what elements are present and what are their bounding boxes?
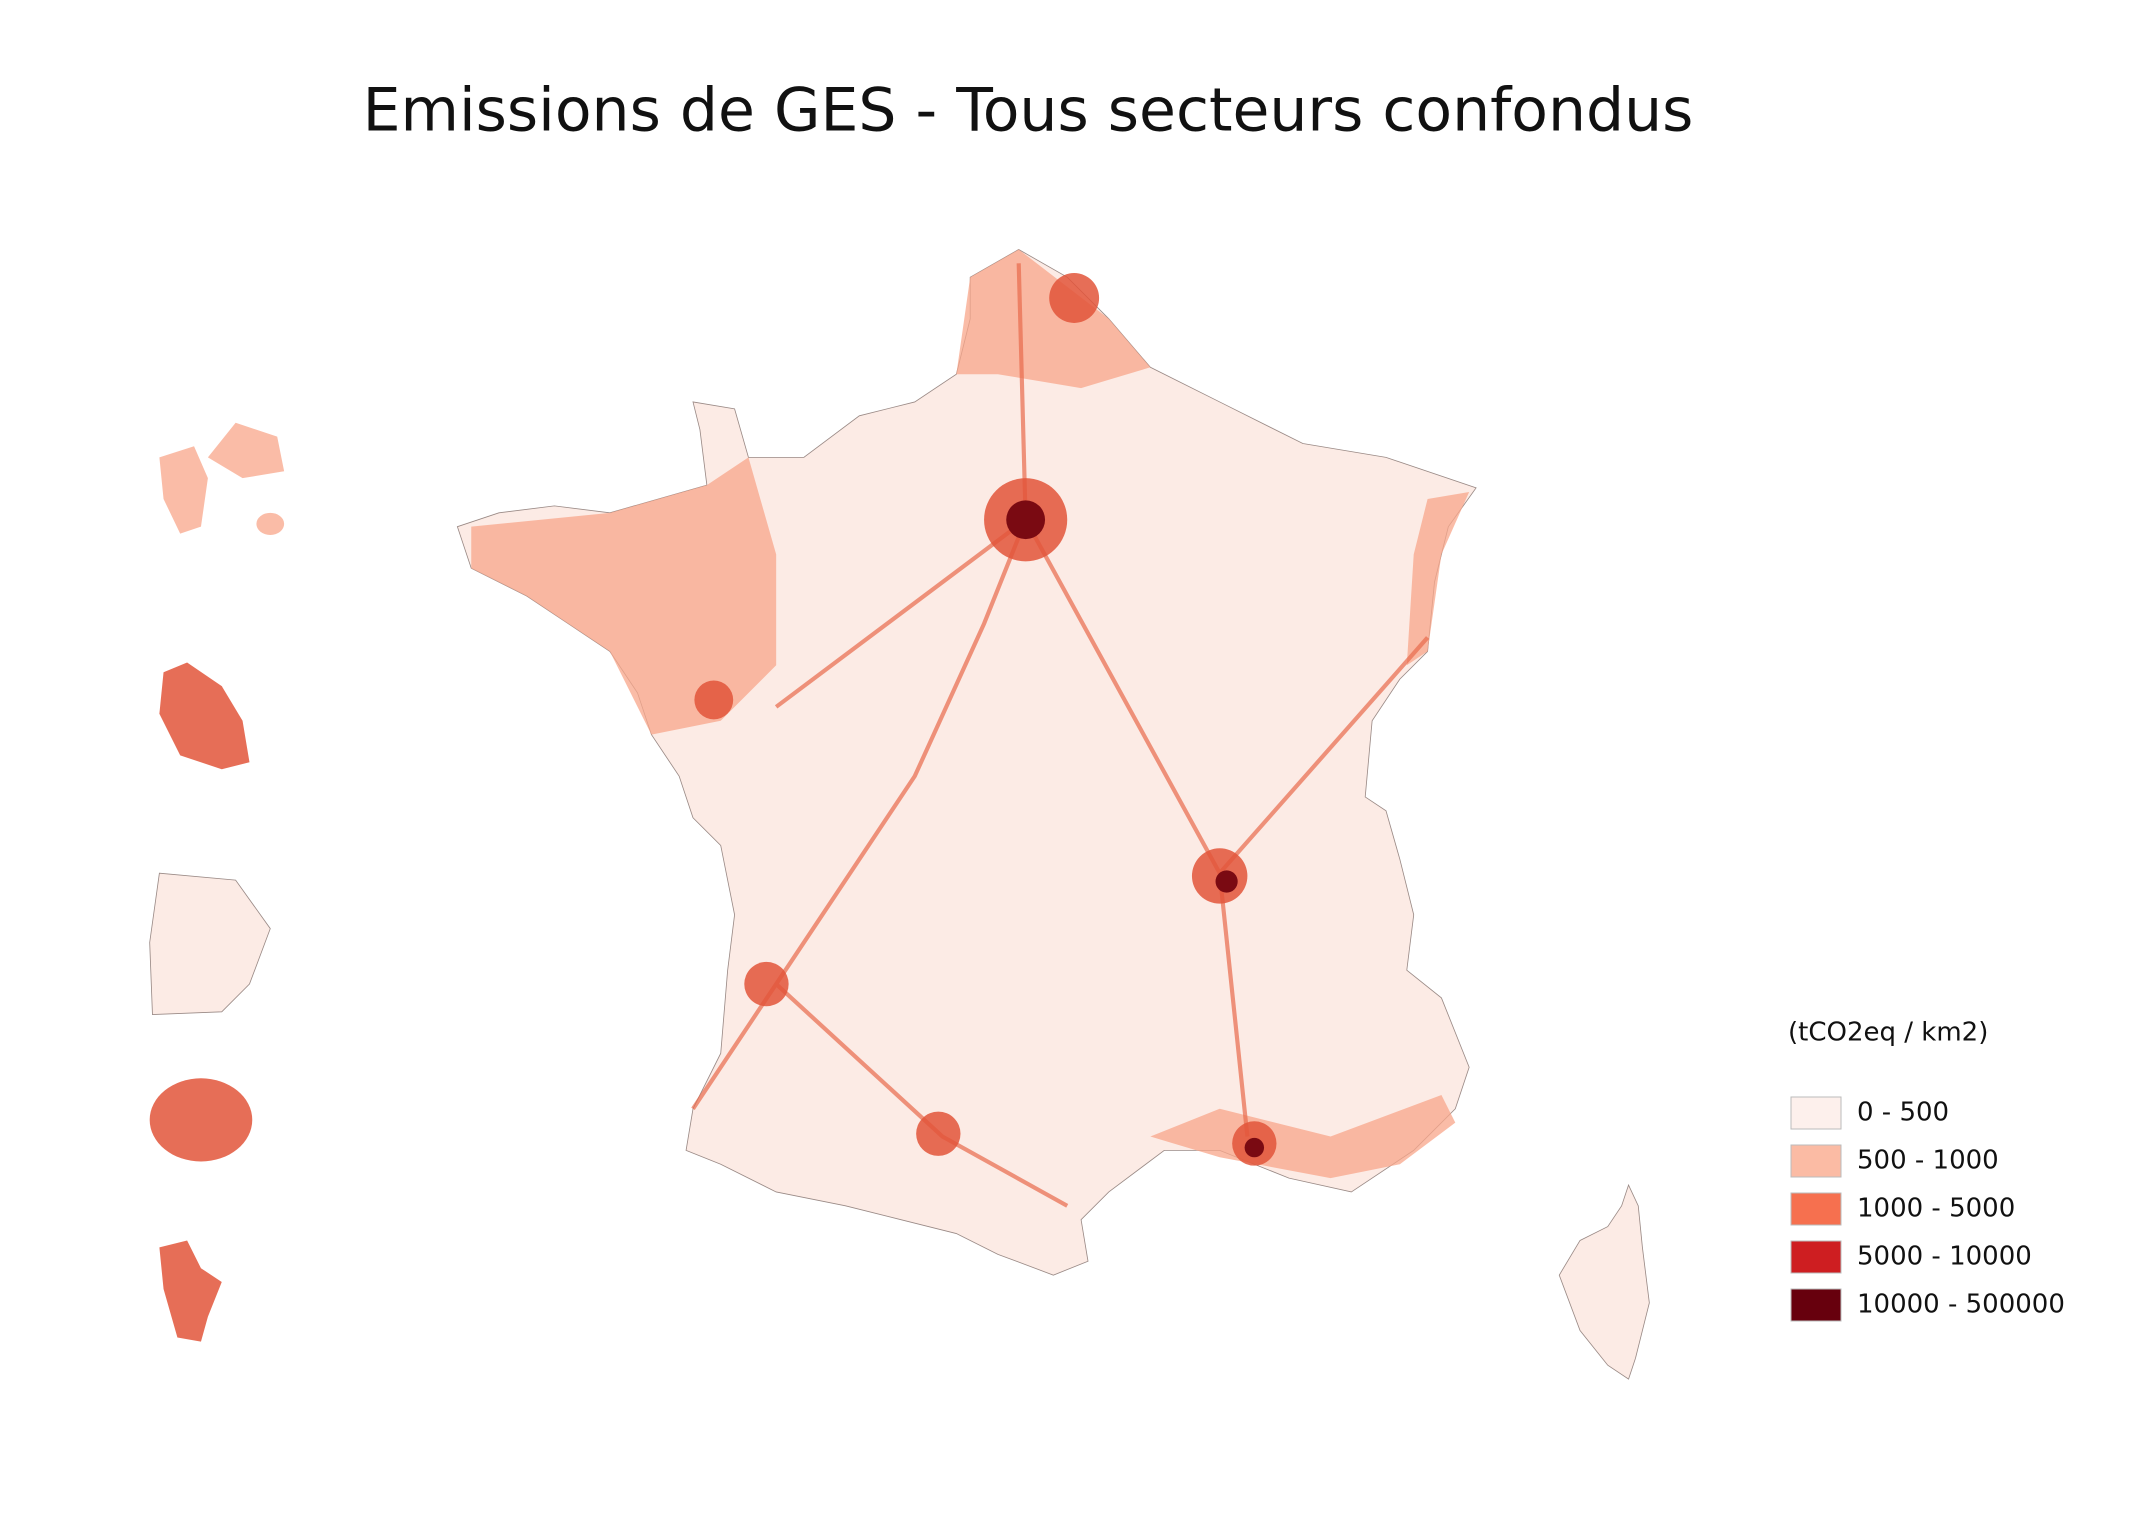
mayotte xyxy=(159,1240,222,1342)
alsace-region xyxy=(1406,492,1470,666)
lille-area xyxy=(1049,273,1100,323)
legend: (tCO2eq / km2) 0 - 500 500 - 1000 1000 - 5… xyxy=(1788,1018,2065,1322)
legend-swatch xyxy=(1790,1192,1842,1226)
lyon-core xyxy=(1215,870,1238,893)
west-region xyxy=(471,457,777,735)
legend-swatch xyxy=(1790,1096,1842,1130)
metropolitan-france xyxy=(456,249,1477,1276)
legend-label: 0 - 500 xyxy=(1857,1098,1949,1128)
nantes-area xyxy=(694,680,734,720)
reunion xyxy=(149,1078,253,1162)
marseille-core xyxy=(1244,1137,1265,1158)
legend-label: 5000 - 10000 xyxy=(1857,1242,2032,1272)
legend-swatch xyxy=(1790,1240,1842,1274)
legend-label: 500 - 1000 xyxy=(1857,1146,1999,1176)
legend-label: 1000 - 5000 xyxy=(1857,1194,2015,1224)
paris-core xyxy=(1006,500,1046,540)
map xyxy=(149,249,1650,1380)
legend-title: (tCO2eq / km2) xyxy=(1788,1018,1988,1048)
south-coast xyxy=(1150,1094,1456,1179)
guadeloupe xyxy=(159,422,285,535)
legend-swatch xyxy=(1790,1144,1842,1178)
map-title: Emissions de GES - Tous secteurs confond… xyxy=(363,76,1694,146)
toulouse-area xyxy=(916,1111,961,1156)
corsica xyxy=(1558,1183,1650,1380)
guyane xyxy=(149,872,271,1015)
martinique xyxy=(159,662,250,770)
legend-label: 10000 - 500000 xyxy=(1857,1290,2065,1320)
north-region xyxy=(956,249,1151,389)
bordeaux-area xyxy=(744,961,789,1007)
legend-swatch xyxy=(1790,1288,1842,1322)
